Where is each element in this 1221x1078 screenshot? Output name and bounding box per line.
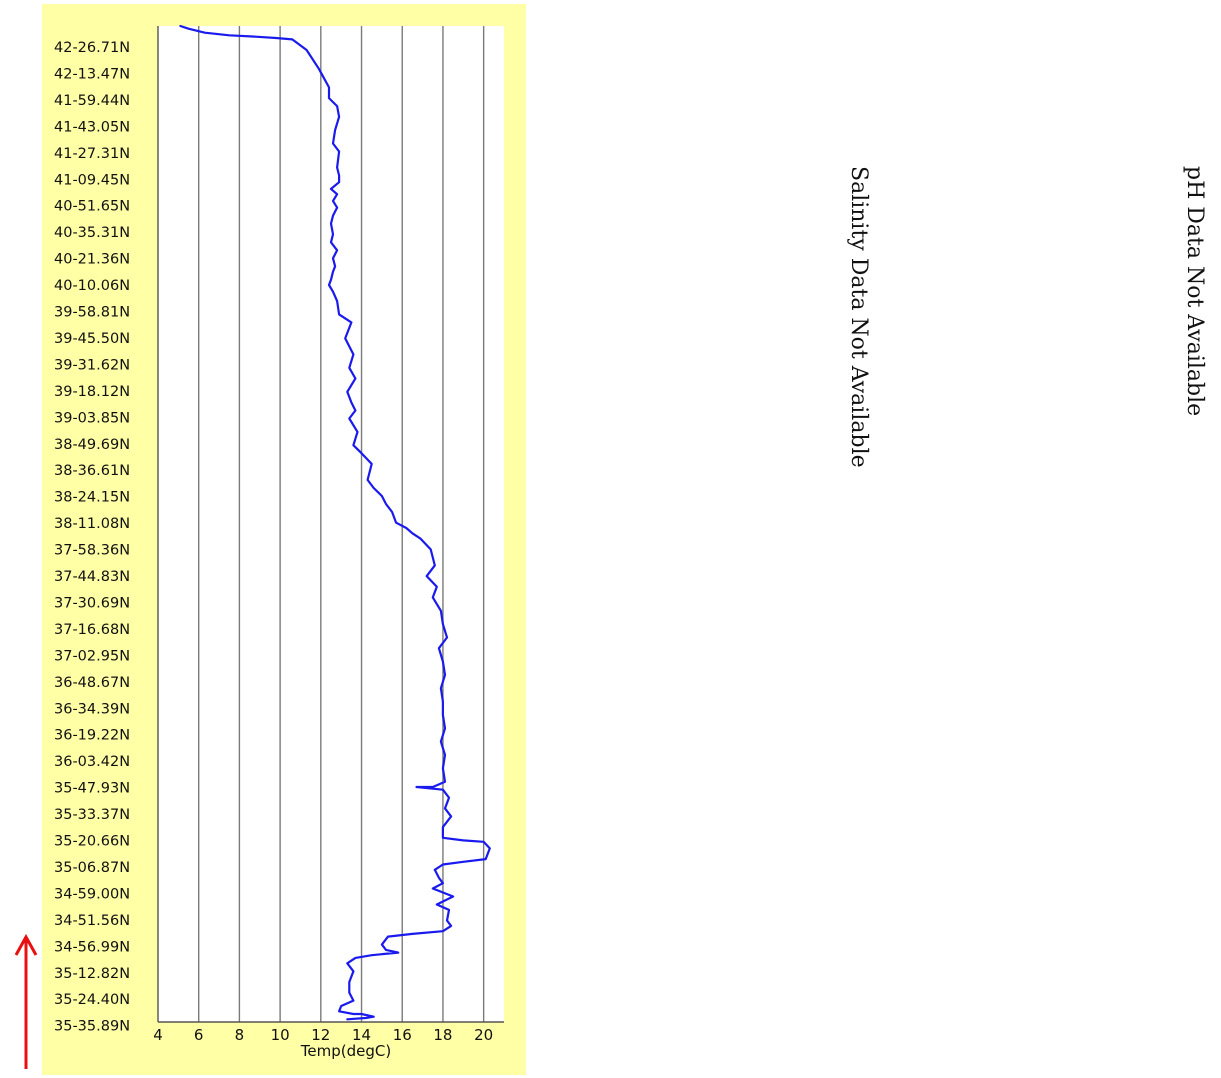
y-tick-label: 40-10.06N [54,278,130,294]
y-tick-label: 39-18.12N [54,384,130,400]
direction-arrow-icon [14,933,38,1069]
x-tick-label: 12 [311,1026,330,1044]
y-tick-label: 36-48.67N [54,675,130,691]
y-tick-label: 38-11.08N [54,516,130,532]
salinity-unavailable-note: Salinity Data Not Available [846,166,871,468]
y-tick-label: 35-24.40N [54,992,130,1008]
x-tick-label: 20 [474,1026,493,1044]
y-tick-label: 40-51.65N [54,199,130,215]
y-tick-label: 41-59.44N [54,93,130,109]
y-tick-label: 37-16.68N [54,622,130,638]
y-tick-label: 38-24.15N [54,490,130,506]
y-tick-label: 40-21.36N [54,252,130,268]
y-tick-label: 41-27.31N [54,146,130,162]
y-tick-label: 39-58.81N [54,305,130,321]
y-tick-label: 35-33.37N [54,807,130,823]
y-tick-label: 35-12.82N [54,966,130,982]
y-tick-label: 34-56.99N [54,939,130,955]
x-tick-label: 4 [153,1026,163,1044]
y-tick-label: 38-49.69N [54,437,130,453]
y-tick-label: 39-31.62N [54,357,130,373]
x-tick-labels: 4 6 8 10 12 14 16 18 20 [153,1026,493,1044]
y-tick-label: 34-59.00N [54,886,130,902]
x-tick-label: 6 [194,1026,204,1044]
temperature-chart: 42-26.71N 42-13.47N 41-59.44N 41-43.05N 41-2… [54,24,504,1060]
y-tick-label: 37-30.69N [54,595,130,611]
y-tick-label: 36-34.39N [54,701,130,717]
y-tick-label: 39-45.50N [54,331,130,347]
x-tick-label: 16 [393,1026,412,1044]
x-axis-title: Temp(degC) [300,1042,391,1060]
y-tick-label: 41-09.45N [54,172,130,188]
ph-unavailable-note: pH Data Not Available [1182,166,1207,417]
temperature-series-line [179,24,491,1021]
y-tick-label: 35-47.93N [54,781,130,797]
y-tick-label: 37-02.95N [54,648,130,664]
y-tick-label: 38-36.61N [54,463,130,479]
grid-lines [157,26,504,1023]
y-tick-label: 37-58.36N [54,543,130,559]
y-tick-label: 40-35.31N [54,225,130,241]
x-tick-label: 10 [271,1026,290,1044]
y-tick-label: 42-13.47N [54,66,130,82]
y-tick-label: 36-19.22N [54,728,130,744]
y-tick-label: 42-26.71N [54,40,130,56]
y-tick-label: 36-03.42N [54,754,130,770]
y-tick-label: 34-51.56N [54,913,130,929]
y-tick-label: 39-03.85N [54,410,130,426]
y-tick-label: 37-44.83N [54,569,130,585]
y-tick-label: 41-43.05N [54,119,130,135]
y-tick-label: 35-20.66N [54,834,130,850]
y-tick-label: 35-35.89N [54,1019,130,1035]
y-tick-label: 35-06.87N [54,860,130,876]
chart-panel: 42-26.71N 42-13.47N 41-59.44N 41-43.05N 41-2… [42,4,526,1075]
x-tick-label: 14 [352,1026,371,1044]
plot-area [158,26,504,1022]
x-tick-label: 8 [235,1026,245,1044]
y-tick-labels: 42-26.71N 42-13.47N 41-59.44N 41-43.05N 41-2… [54,40,130,1035]
x-tick-label: 18 [433,1026,452,1044]
